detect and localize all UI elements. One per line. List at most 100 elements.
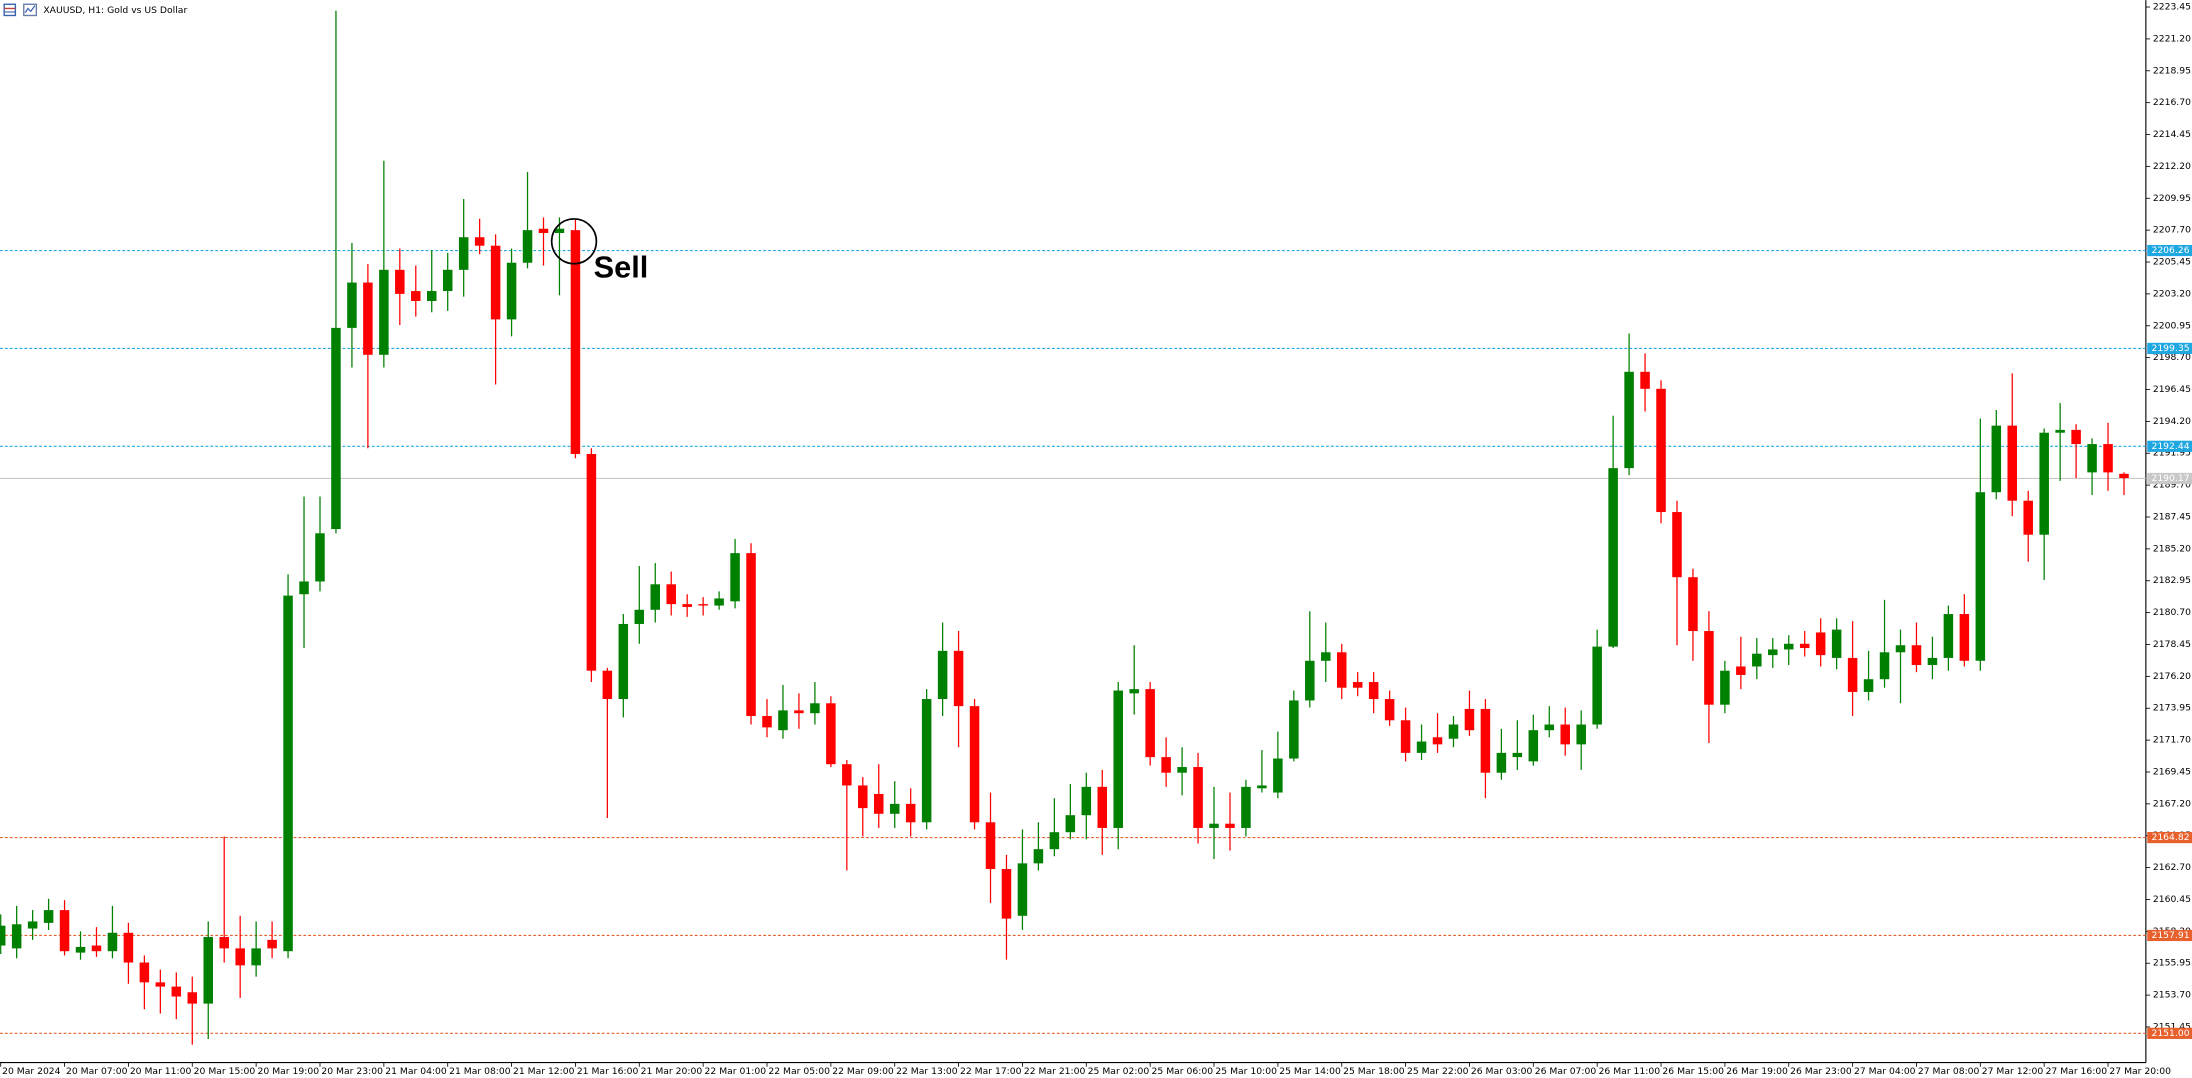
candle-body xyxy=(698,604,708,606)
candle-body xyxy=(1576,724,1586,745)
candle-body xyxy=(1656,388,1666,513)
candle-body xyxy=(570,230,581,454)
y-tick-label: 2194.20 xyxy=(2153,416,2191,427)
x-tick-label: 21 Mar 16:00 xyxy=(577,1066,639,1077)
level-label: 2199.35 xyxy=(2151,343,2189,354)
candle-body xyxy=(1416,741,1427,753)
candle-body xyxy=(682,604,692,607)
candle-body xyxy=(506,262,517,320)
candle-body xyxy=(1608,468,1618,647)
candle-body xyxy=(1352,682,1363,688)
candle-body xyxy=(1145,689,1155,758)
candle-body xyxy=(634,609,645,624)
candle-body xyxy=(0,925,6,946)
candle-body xyxy=(2119,473,2129,479)
x-tick-label: 25 Mar 02:00 xyxy=(1088,1066,1150,1077)
candle-body xyxy=(602,670,613,700)
candle-body xyxy=(1321,652,1331,661)
candle-body xyxy=(59,910,70,952)
y-tick-label: 2214.45 xyxy=(2153,129,2191,140)
candle-body xyxy=(730,553,740,602)
candle-body xyxy=(2007,425,2018,501)
y-tick-label: 2187.45 xyxy=(2153,512,2191,523)
x-tick-label: 22 Mar 09:00 xyxy=(832,1066,894,1077)
candle-body xyxy=(1752,653,1762,667)
x-tick-label: 21 Mar 08:00 xyxy=(449,1066,511,1077)
candle-body xyxy=(953,650,964,707)
candle-body xyxy=(1065,815,1076,833)
y-tick-label: 2191.95 xyxy=(2153,448,2191,459)
y-tick-label: 2185.20 xyxy=(2153,543,2191,554)
candle-body xyxy=(650,584,661,610)
candle-body xyxy=(1464,708,1475,731)
candle-body xyxy=(1241,786,1251,828)
candle-body xyxy=(1560,724,1570,745)
level-label: 2206.26 xyxy=(2151,245,2189,256)
candle-body xyxy=(1624,371,1634,469)
candle-body xyxy=(1384,699,1395,721)
candle-body xyxy=(474,237,485,246)
candle-body xyxy=(842,764,852,786)
candle-body xyxy=(1496,752,1507,773)
y-tick-label: 2171.70 xyxy=(2153,735,2191,746)
candle-body xyxy=(251,948,261,966)
x-tick-label: 26 Mar 11:00 xyxy=(1599,1066,1661,1077)
level-label-bg xyxy=(2147,244,2192,257)
candle-body xyxy=(1720,670,1730,705)
candle-body xyxy=(1273,758,1283,793)
candle-body xyxy=(1672,512,1682,578)
candle-body xyxy=(1847,657,1858,692)
header-icons xyxy=(3,3,38,17)
x-tick-label: 20 Mar 23:00 xyxy=(321,1066,383,1077)
annotation-circle xyxy=(550,218,598,265)
x-tick-label: 25 Mar 14:00 xyxy=(1279,1066,1341,1077)
candle-body xyxy=(43,910,54,923)
candle-body xyxy=(267,939,277,949)
candle-body xyxy=(315,533,325,582)
x-tick-label: 22 Mar 13:00 xyxy=(896,1066,958,1077)
candle-body xyxy=(1113,690,1123,828)
x-tick-label: 26 Mar 19:00 xyxy=(1726,1066,1788,1077)
level-label: 2151.00 xyxy=(2151,1028,2189,1039)
candle-body xyxy=(283,595,293,952)
candle-body xyxy=(1257,785,1267,789)
candle-body xyxy=(299,581,309,595)
candle-body xyxy=(411,291,421,301)
candle-body xyxy=(1033,849,1044,864)
y-tick-label: 2216.70 xyxy=(2153,97,2191,108)
candle-body xyxy=(490,245,501,320)
y-tick-label: 2169.45 xyxy=(2153,766,2191,777)
y-tick-label: 2212.20 xyxy=(2153,161,2191,172)
candle-body xyxy=(826,703,836,765)
candle-body xyxy=(139,962,150,983)
candle-body xyxy=(810,703,820,714)
candle-body xyxy=(1815,632,1826,656)
candle-body xyxy=(1289,700,1299,759)
x-tick-label: 22 Mar 01:00 xyxy=(705,1066,767,1077)
y-tick-label: 2180.70 xyxy=(2153,607,2191,618)
level-label-bg xyxy=(2147,440,2192,452)
candle-body xyxy=(1592,646,1602,725)
plot-area: Sell xyxy=(0,10,2146,1045)
candle-body xyxy=(1959,614,1970,661)
candle-body xyxy=(331,327,341,530)
y-tick-label: 2160.45 xyxy=(2153,894,2191,905)
x-tick-label: 22 Mar 17:00 xyxy=(960,1066,1022,1077)
candle-body xyxy=(1480,708,1491,773)
candle-body xyxy=(203,937,213,1004)
x-tick-label: 27 Mar 04:00 xyxy=(1854,1066,1916,1077)
candle-body xyxy=(1225,823,1235,828)
candle-body xyxy=(1001,869,1012,919)
candle-body xyxy=(1975,492,1986,661)
x-tick-label: 25 Mar 22:00 xyxy=(1407,1066,1469,1077)
candle-body xyxy=(123,932,134,963)
candle-body xyxy=(1336,652,1347,688)
candle-body xyxy=(714,598,724,606)
x-tick-label: 21 Mar 04:00 xyxy=(385,1066,447,1077)
y-tick-label: 2173.95 xyxy=(2153,703,2191,714)
x-tick-label: 20 Mar 15:00 xyxy=(194,1066,256,1077)
candle-body xyxy=(1736,666,1746,675)
candle-body xyxy=(458,237,469,270)
